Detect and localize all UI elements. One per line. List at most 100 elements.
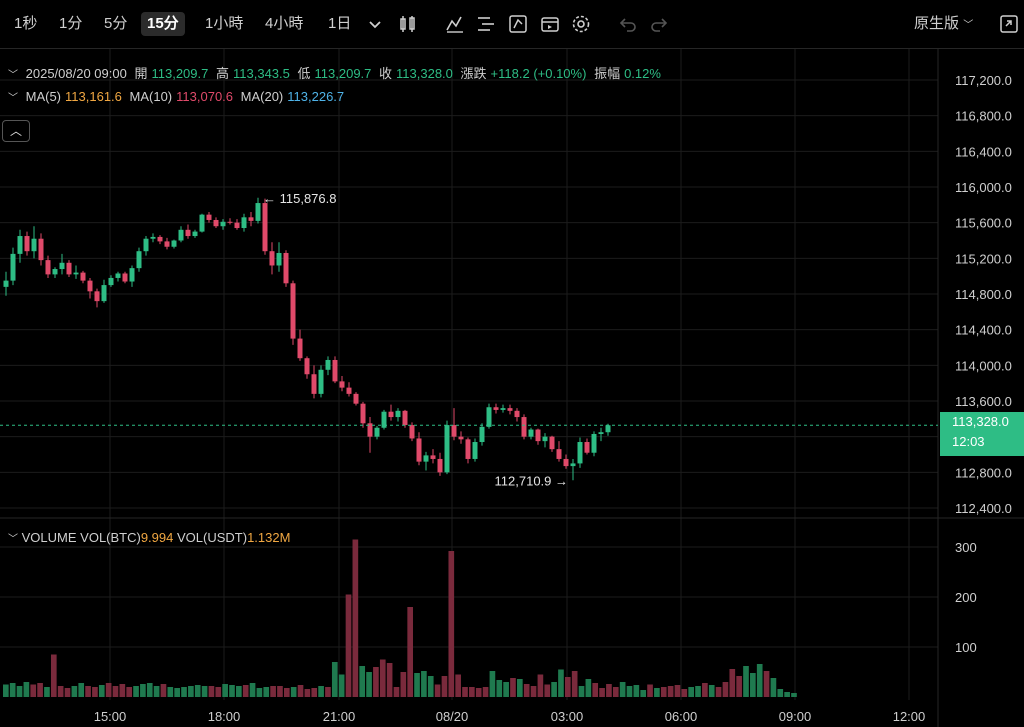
candle-body bbox=[598, 432, 604, 434]
price-tick-label: 116,000.0 bbox=[955, 180, 1012, 195]
volume-tick-label: 200 bbox=[955, 590, 977, 605]
replay-icon[interactable] bbox=[539, 13, 561, 35]
chevron-down-icon[interactable]: ﹀ bbox=[8, 93, 18, 104]
chevron-down-icon[interactable]: ﹀ bbox=[8, 534, 18, 545]
volume-bar bbox=[619, 682, 626, 697]
candle-body bbox=[304, 358, 310, 375]
high-price-marker: ← 115,876.8 bbox=[263, 191, 336, 206]
timeframe-1m[interactable]: 1分 bbox=[59, 15, 83, 32]
volume-bar bbox=[64, 688, 71, 697]
gear-icon[interactable] bbox=[570, 13, 592, 35]
volume-bar bbox=[37, 683, 43, 697]
volume-bar bbox=[674, 685, 681, 697]
chevron-down-icon[interactable]: ﹀ bbox=[8, 70, 18, 81]
volume-bar bbox=[681, 689, 688, 697]
volume-bar bbox=[763, 671, 770, 697]
volume-bar bbox=[599, 688, 605, 697]
volume-bar bbox=[283, 688, 290, 697]
candle-body bbox=[591, 433, 597, 453]
candle-body bbox=[528, 429, 534, 437]
candle-body bbox=[444, 425, 450, 473]
timeframe-5m[interactable]: 5分 bbox=[104, 15, 128, 32]
timeframe-1s[interactable]: 1秒 bbox=[14, 15, 38, 32]
volume-bar bbox=[544, 684, 551, 697]
ma10-label: MA(10) bbox=[129, 89, 173, 104]
undo-icon[interactable] bbox=[617, 13, 639, 35]
volume-bar bbox=[208, 686, 215, 697]
timeframe-more-icon[interactable] bbox=[364, 13, 386, 35]
vol-btc-label: VOL(BTC) bbox=[80, 530, 141, 545]
volume-bar bbox=[256, 688, 263, 697]
candle-body bbox=[38, 238, 44, 261]
ma20-label: MA(20) bbox=[240, 89, 284, 104]
volume-bar bbox=[606, 684, 612, 697]
fullscreen-icon[interactable] bbox=[998, 13, 1020, 35]
high-label: 高 bbox=[215, 66, 229, 81]
redo-icon[interactable] bbox=[648, 13, 670, 35]
candle-body bbox=[143, 238, 149, 252]
candle-body bbox=[206, 214, 212, 220]
candle-body bbox=[185, 229, 191, 237]
candle-type-icon[interactable] bbox=[397, 13, 419, 35]
timeframe-4h[interactable]: 4小時 bbox=[265, 15, 304, 32]
timeframe-1h[interactable]: 1小時 bbox=[205, 15, 244, 32]
collapse-legend-button[interactable]: ︿ bbox=[2, 120, 30, 142]
volume-bar bbox=[304, 689, 311, 697]
chevron-up-icon: ︿ bbox=[9, 124, 22, 138]
volume-bar bbox=[770, 678, 777, 697]
volume-bar bbox=[592, 683, 599, 697]
time-tick-label: 15:00 bbox=[94, 709, 127, 724]
time-tick-label: 03:00 bbox=[551, 709, 584, 724]
time-tick-label: 18:00 bbox=[208, 709, 241, 724]
candle-body bbox=[493, 407, 499, 410]
candle-body bbox=[577, 442, 583, 464]
timeframe-15m[interactable]: 15分 bbox=[141, 12, 185, 36]
settings-list-icon[interactable] bbox=[475, 13, 497, 35]
ma5-value: 113,161.6 bbox=[65, 89, 122, 104]
open-label: 開 bbox=[134, 66, 148, 81]
candle-body bbox=[262, 203, 268, 252]
toolbar: 1秒 1分 5分 15分 1小時 4小時 1日 原生版 ﹀ bbox=[0, 0, 1024, 48]
candle-body bbox=[486, 407, 492, 427]
price-tick-label: 113,600.0 bbox=[955, 394, 1012, 409]
price-tick-label: 116,400.0 bbox=[955, 144, 1012, 159]
candle-body bbox=[395, 410, 401, 418]
candle-body bbox=[150, 236, 156, 239]
volume-bar bbox=[421, 671, 427, 697]
candle-body bbox=[290, 283, 296, 339]
time-tick-label: 09:00 bbox=[779, 709, 812, 724]
candle-body bbox=[458, 436, 464, 440]
indicators-icon[interactable] bbox=[444, 13, 466, 35]
candle-body bbox=[479, 426, 485, 443]
volume-bar bbox=[743, 666, 749, 697]
volume-bar bbox=[352, 539, 359, 697]
volume-bar bbox=[427, 676, 434, 697]
volume-bar bbox=[263, 687, 270, 697]
style-selector[interactable]: 原生版 ﹀ bbox=[908, 12, 979, 36]
volume-bar bbox=[756, 664, 763, 697]
candle-body bbox=[66, 262, 72, 275]
volume-tick-label: 100 bbox=[955, 640, 977, 655]
candle-body bbox=[388, 411, 394, 418]
candle-body bbox=[584, 442, 590, 453]
candle-body bbox=[115, 273, 121, 278]
volume-bar bbox=[578, 686, 585, 697]
volume-bar bbox=[633, 685, 640, 697]
drawing-tools-icon[interactable] bbox=[507, 13, 529, 35]
volume-bar bbox=[400, 672, 407, 697]
volume-bar bbox=[92, 687, 98, 697]
volume-bar bbox=[654, 688, 660, 697]
volume-bar bbox=[626, 686, 633, 697]
candle-body bbox=[430, 455, 436, 459]
volume-bar bbox=[236, 686, 242, 697]
volume-bar bbox=[708, 685, 715, 697]
volume-bar bbox=[373, 667, 379, 697]
candle-body bbox=[465, 439, 471, 459]
volume-bar bbox=[475, 688, 482, 697]
amplitude-value: 0.12% bbox=[624, 66, 661, 81]
timeframe-1d[interactable]: 1日 bbox=[328, 15, 352, 32]
volume-bar bbox=[112, 686, 119, 697]
ma-legend: ﹀ MA(5) 113,161.6 MA(10) 113,070.6 MA(20) 1… bbox=[8, 89, 348, 104]
candle-body bbox=[17, 236, 23, 254]
